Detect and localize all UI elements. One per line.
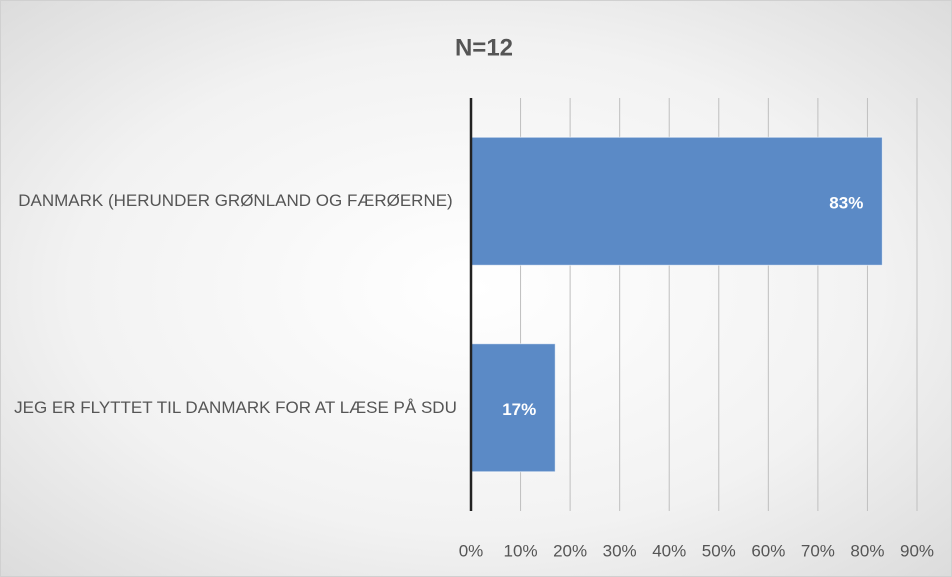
- chart-title: N=12: [455, 34, 513, 61]
- x-tick-label: 40%: [652, 541, 686, 560]
- x-tick-label: 30%: [603, 541, 637, 560]
- x-tick-label: 90%: [900, 541, 934, 560]
- y-tick-label: DANMARK (HERUNDER GRØNLAND OG FÆRØERNE): [18, 191, 453, 211]
- x-tick-label: 70%: [801, 541, 835, 560]
- bar: [470, 136, 883, 266]
- value-label: 83%: [829, 194, 863, 213]
- x-tick-label: 10%: [504, 541, 538, 560]
- y-tick-label: JEG ER FLYTTET TIL DANMARK FOR AT LÆSE P…: [14, 397, 457, 417]
- x-tick-label: 60%: [751, 541, 785, 560]
- x-tick-label: 20%: [553, 541, 587, 560]
- x-tick-label: 80%: [850, 541, 884, 560]
- value-label: 17%: [502, 400, 536, 419]
- x-tick-label: 0%: [459, 541, 484, 560]
- bar: [470, 343, 556, 473]
- x-tick-label: 50%: [702, 541, 736, 560]
